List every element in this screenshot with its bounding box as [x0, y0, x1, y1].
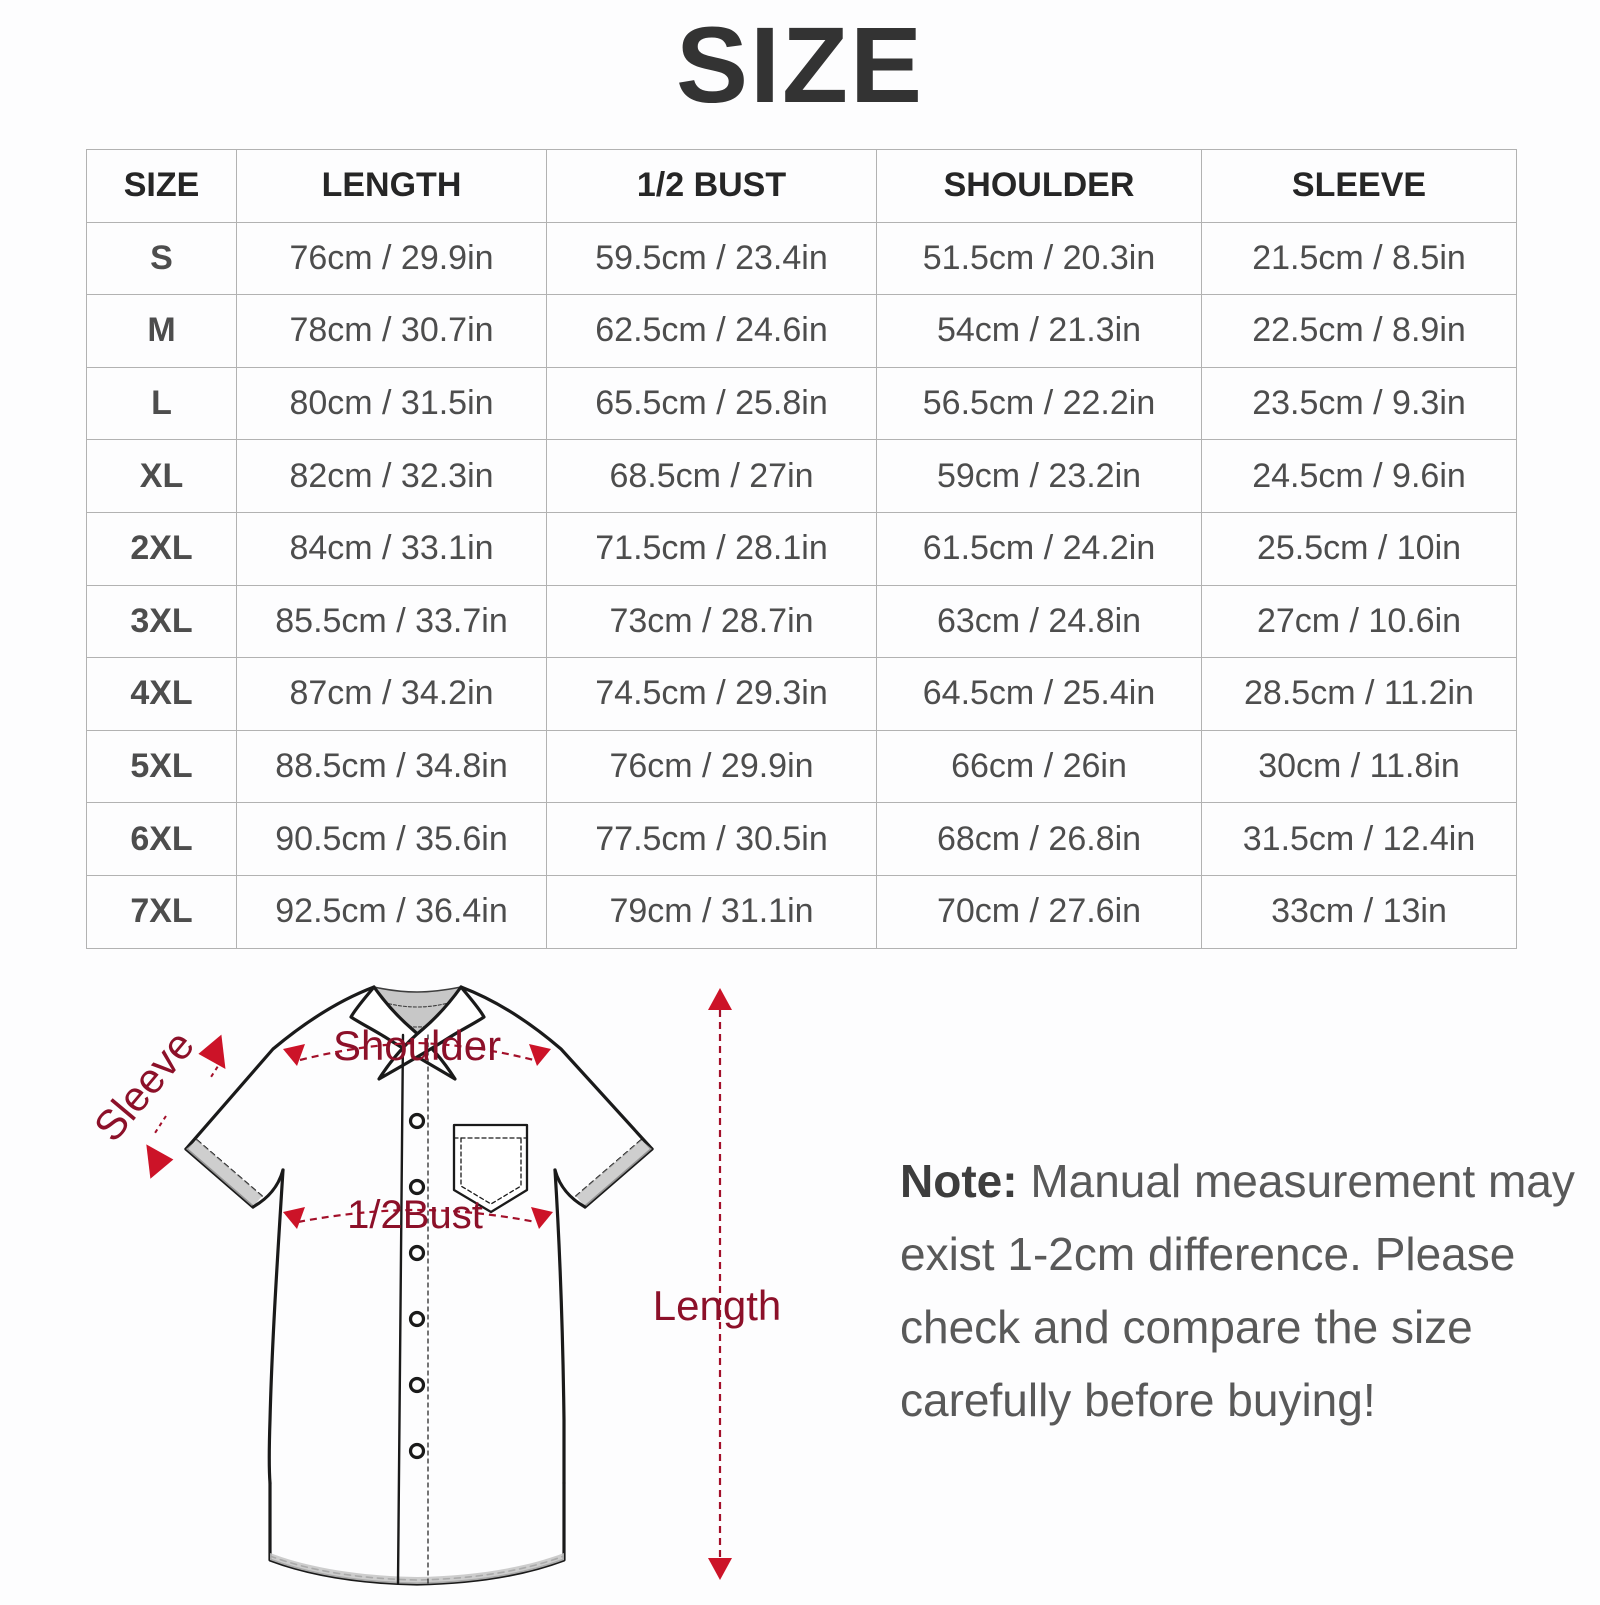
svg-text:Sleeve: Sleeve — [85, 1021, 204, 1150]
svg-text:1/2Bust: 1/2Bust — [347, 1193, 483, 1237]
svg-text:Length: Length — [653, 1282, 781, 1329]
svg-text:Shoulder: Shoulder — [333, 1022, 501, 1069]
